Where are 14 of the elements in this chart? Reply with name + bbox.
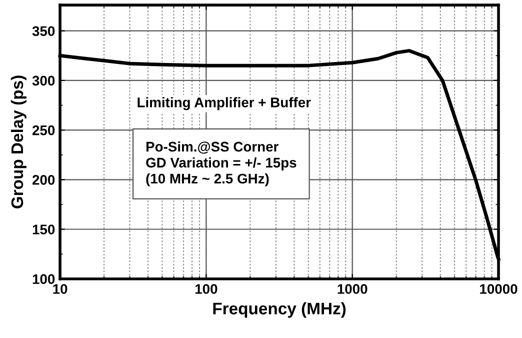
x-tick-label: 10000 [480,284,518,294]
y-tick-label: 200 [32,174,55,185]
x-axis-title: Frequency (MHz) [213,302,346,318]
y-tick-label: 300 [32,76,55,86]
x-tick-label: 100 [195,284,218,294]
x-tick-label: 10 [53,284,68,294]
y-tick-label: 150 [32,224,55,234]
x-tick-label: 1000 [338,284,368,294]
annotation: Limiting Amplifier + Buffer [138,97,311,110]
annotation: Po-Sim.@SS Corner GD Variation = +/- 15ps (10 MHz ~ 2.5 GHz) [146,141,296,186]
y-axis-title: Group Delay (ps) [10,76,26,208]
y-tick-label: 250 [32,125,55,136]
y-tick-label: 350 [32,26,55,36]
y-tick-label: 100 [32,274,55,284]
